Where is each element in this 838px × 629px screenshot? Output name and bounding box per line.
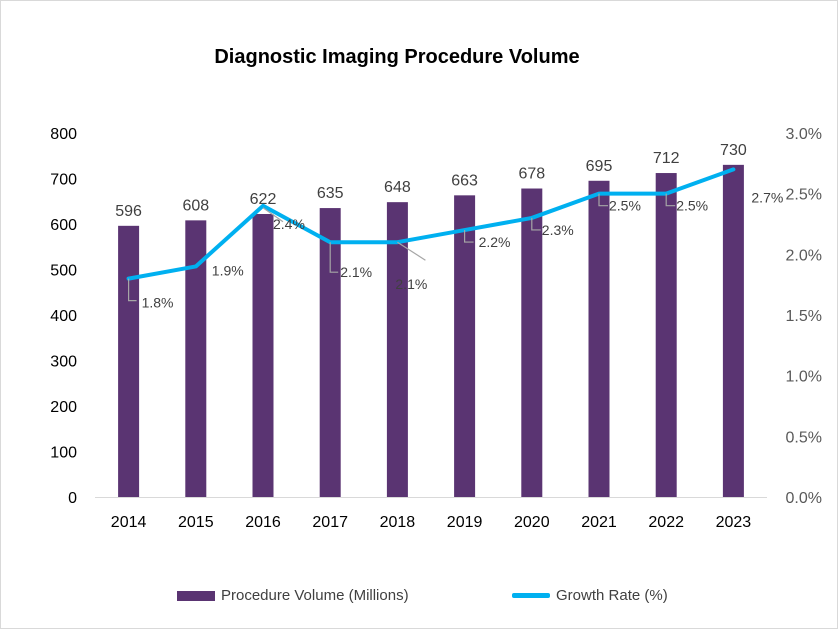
bar-volume bbox=[252, 213, 274, 498]
y-left-tick-label: 700 bbox=[50, 172, 77, 189]
chart-legend: Procedure Volume (Millions) Growth Rate … bbox=[0, 587, 838, 607]
y-left-tick-label: 600 bbox=[50, 217, 77, 234]
growth-label-leader bbox=[397, 241, 426, 261]
x-tick-label: 2017 bbox=[312, 514, 348, 531]
growth-value-label: 2.5% bbox=[676, 198, 708, 214]
x-tick-label: 2021 bbox=[581, 514, 617, 531]
y-left-tick-label: 0 bbox=[68, 490, 77, 507]
y-left-tick-label: 400 bbox=[50, 308, 77, 325]
growth-label-leader bbox=[128, 278, 137, 302]
growth-value-label: 2.5% bbox=[609, 198, 641, 214]
bar-value-label: 678 bbox=[518, 166, 545, 183]
y-left-tick-label: 200 bbox=[50, 399, 77, 416]
y-right-tick-label: 1.0% bbox=[786, 369, 822, 386]
bar-volume bbox=[118, 225, 140, 497]
chart-title: Diagnostic Imaging Procedure Volume bbox=[214, 46, 580, 68]
y-right-tick-label: 0.5% bbox=[786, 429, 822, 446]
bar-value-label: 622 bbox=[250, 191, 277, 208]
growth-value-label: 2.1% bbox=[395, 276, 427, 292]
bar-volume bbox=[588, 180, 610, 497]
bar-value-label: 635 bbox=[317, 185, 344, 202]
x-tick-label: 2023 bbox=[716, 514, 752, 531]
y-left-tick-label: 300 bbox=[50, 354, 77, 371]
growth-label-leader bbox=[464, 230, 474, 243]
bar-volume bbox=[185, 220, 207, 498]
growth-label-leader bbox=[598, 193, 608, 207]
legend-label-growth: Growth Rate (%) bbox=[556, 587, 668, 604]
y-left-tick-label: 800 bbox=[50, 126, 77, 143]
growth-value-label: 2.4% bbox=[273, 216, 305, 232]
growth-label-leader bbox=[531, 217, 541, 231]
growth-value-label: 1.8% bbox=[142, 295, 174, 311]
growth-label-leader bbox=[329, 242, 339, 273]
x-tick-label: 2018 bbox=[380, 514, 416, 531]
y-right-tick-label: 1.5% bbox=[786, 308, 822, 325]
x-tick-label: 2015 bbox=[178, 514, 214, 531]
growth-value-label: 2.7% bbox=[751, 189, 783, 205]
x-tick-label: 2019 bbox=[447, 514, 483, 531]
bar-value-label: 608 bbox=[182, 197, 209, 214]
legend-swatch-growth bbox=[512, 593, 550, 598]
growth-value-label: 2.1% bbox=[340, 264, 372, 280]
y-right-tick-label: 2.5% bbox=[786, 187, 822, 204]
bar-volume bbox=[454, 195, 476, 497]
bar-value-label: 712 bbox=[653, 150, 680, 167]
bar-value-label: 596 bbox=[115, 203, 142, 220]
bar-volume bbox=[319, 208, 341, 497]
bar-volume bbox=[722, 164, 744, 497]
y-left-tick-label: 500 bbox=[50, 263, 77, 280]
y-left-tick-label: 100 bbox=[50, 445, 77, 462]
legend-swatch-volume bbox=[177, 590, 215, 601]
bar-value-label: 730 bbox=[720, 142, 747, 159]
legend-label-volume: Procedure Volume (Millions) bbox=[221, 587, 409, 604]
legend-item-growth: Growth Rate (%) bbox=[512, 587, 668, 604]
bar-value-label: 663 bbox=[451, 172, 478, 189]
bar-volume bbox=[655, 173, 677, 498]
growth-label-leader bbox=[665, 193, 676, 207]
growth-value-label: 2.2% bbox=[479, 234, 511, 250]
bar-value-label: 695 bbox=[586, 158, 613, 175]
line-growth-rate bbox=[126, 167, 736, 281]
x-tick-label: 2020 bbox=[514, 514, 550, 531]
growth-value-label: 1.9% bbox=[212, 262, 244, 278]
y-right-tick-label: 3.0% bbox=[786, 126, 822, 143]
growth-value-label: 2.3% bbox=[542, 222, 574, 238]
x-tick-label: 2014 bbox=[111, 514, 147, 531]
legend-item-volume: Procedure Volume (Millions) bbox=[177, 587, 409, 604]
bar-volume bbox=[521, 188, 543, 497]
x-tick-label: 2022 bbox=[648, 514, 684, 531]
bar-volume bbox=[386, 202, 408, 497]
x-tick-label: 2016 bbox=[245, 514, 281, 531]
bar-value-label: 648 bbox=[384, 179, 411, 196]
growth-label-leader bbox=[262, 207, 284, 223]
y-right-tick-label: 0.0% bbox=[786, 490, 822, 507]
y-right-tick-label: 2.0% bbox=[786, 247, 822, 264]
